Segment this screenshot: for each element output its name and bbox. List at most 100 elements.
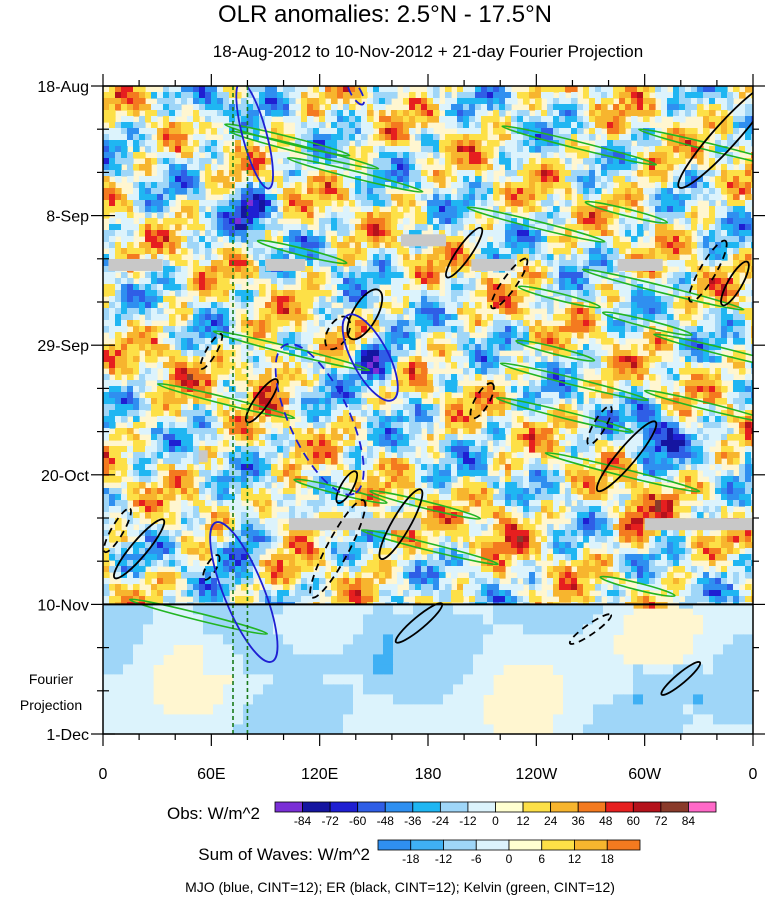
anomaly-cell — [121, 230, 128, 237]
anomaly-cell — [289, 308, 296, 315]
anomaly-cell — [733, 188, 740, 195]
anomaly-cell — [301, 122, 308, 129]
anomaly-cell — [697, 284, 704, 291]
anomaly-cell — [133, 194, 140, 201]
anomaly-cell — [223, 410, 230, 417]
anomaly-cell — [601, 146, 608, 153]
anomaly-cell — [529, 248, 536, 255]
anomaly-cell — [559, 182, 566, 189]
anomaly-cell — [373, 332, 380, 339]
anomaly-cell — [487, 86, 494, 93]
anomaly-cell — [115, 146, 122, 153]
anomaly-cell — [649, 206, 656, 213]
anomaly-cell — [253, 350, 260, 357]
anomaly-cell — [385, 368, 392, 375]
anomaly-cell — [643, 320, 650, 327]
anomaly-cell — [427, 86, 434, 93]
anomaly-cell — [349, 236, 356, 243]
anomaly-cell — [403, 164, 410, 171]
anomaly-cell — [187, 338, 194, 345]
anomaly-cell — [571, 284, 578, 291]
anomaly-cell — [589, 194, 596, 201]
anomaly-cell — [613, 212, 620, 219]
anomaly-cell — [109, 380, 116, 387]
anomaly-cell — [457, 296, 464, 303]
anomaly-cell — [253, 146, 260, 153]
anomaly-cell — [301, 212, 308, 219]
anomaly-cell — [127, 284, 134, 291]
anomaly-cell — [685, 356, 692, 363]
anomaly-cell — [469, 254, 476, 261]
anomaly-cell — [301, 392, 308, 399]
anomaly-cell — [721, 374, 728, 381]
anomaly-cell — [439, 386, 446, 393]
anomaly-cell — [541, 212, 548, 219]
anomaly-cell — [127, 236, 134, 243]
anomaly-cell — [499, 158, 506, 165]
anomaly-cell — [583, 350, 590, 357]
anomaly-cell — [673, 272, 680, 279]
anomaly-cell — [115, 314, 122, 321]
anomaly-cell — [145, 350, 152, 357]
anomaly-cell — [619, 242, 626, 249]
anomaly-cell — [307, 266, 314, 273]
anomaly-cell — [349, 122, 356, 129]
anomaly-cell — [493, 158, 500, 165]
anomaly-cell — [493, 86, 500, 93]
anomaly-cell — [721, 272, 728, 279]
anomaly-cell — [565, 242, 572, 249]
anomaly-cell — [157, 398, 164, 405]
anomaly-cell — [697, 386, 704, 393]
anomaly-cell — [175, 182, 182, 189]
anomaly-cell — [601, 290, 608, 297]
anomaly-cell — [325, 146, 332, 153]
anomaly-cell — [445, 374, 452, 381]
anomaly-cell — [505, 302, 512, 309]
anomaly-cell — [271, 146, 278, 153]
anomaly-cell — [469, 362, 476, 369]
anomaly-cell — [751, 86, 753, 93]
anomaly-cell — [745, 104, 752, 111]
anomaly-cell — [679, 278, 686, 285]
anomaly-cell — [421, 314, 428, 321]
anomaly-cell — [643, 398, 650, 405]
anomaly-cell — [409, 98, 416, 105]
anomaly-cell — [511, 368, 518, 375]
anomaly-cell — [253, 254, 260, 261]
anomaly-cell — [103, 92, 110, 99]
anomaly-cell — [523, 194, 530, 201]
anomaly-cell — [115, 332, 122, 339]
anomaly-cell — [547, 284, 554, 291]
anomaly-cell — [637, 248, 644, 255]
anomaly-cell — [679, 344, 686, 351]
anomaly-cell — [721, 308, 728, 315]
anomaly-cell — [223, 176, 230, 183]
anomaly-cell — [523, 146, 530, 153]
anomaly-cell — [715, 380, 722, 387]
anomaly-cell — [463, 200, 470, 207]
anomaly-cell — [199, 86, 206, 93]
anomaly-cell — [127, 386, 134, 393]
anomaly-cell — [553, 116, 560, 123]
anomaly-cell — [103, 278, 110, 285]
anomaly-cell — [577, 194, 584, 201]
anomaly-cell — [115, 338, 122, 345]
anomaly-cell — [271, 416, 278, 423]
anomaly-cell — [349, 152, 356, 159]
anomaly-cell — [439, 308, 446, 315]
anomaly-cell — [493, 98, 500, 105]
anomaly-cell — [391, 236, 398, 243]
anomaly-cell — [277, 392, 284, 399]
anomaly-cell — [319, 374, 326, 381]
anomaly-cell — [253, 380, 260, 387]
anomaly-cell — [133, 386, 140, 393]
anomaly-cell — [733, 392, 740, 399]
anomaly-cell — [253, 194, 260, 201]
anomaly-cell — [727, 218, 734, 225]
anomaly-cell — [541, 200, 548, 207]
anomaly-cell — [313, 416, 320, 423]
anomaly-cell — [541, 194, 548, 201]
anomaly-cell — [289, 164, 296, 171]
anomaly-cell — [703, 188, 710, 195]
anomaly-cell — [643, 140, 650, 147]
